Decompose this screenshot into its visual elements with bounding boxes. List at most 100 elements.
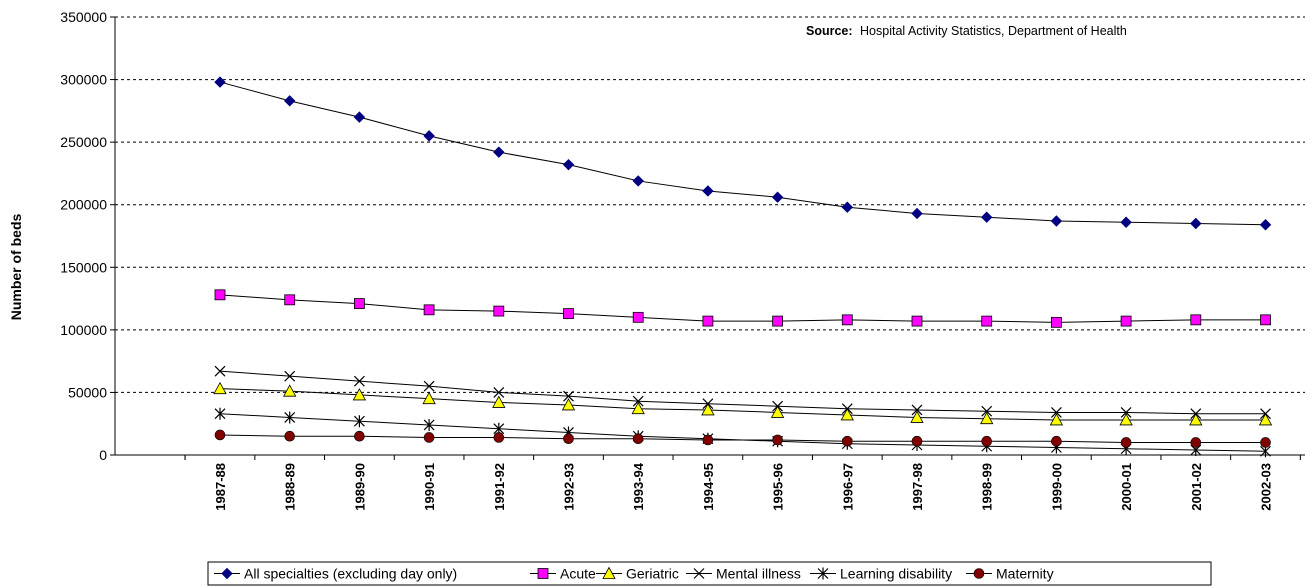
legend-item: Learning disability bbox=[810, 566, 952, 582]
data-point bbox=[423, 418, 435, 431]
data-point bbox=[1050, 215, 1063, 227]
legend-label: Learning disability bbox=[840, 566, 952, 582]
data-point bbox=[631, 401, 645, 415]
series-line bbox=[219, 370, 1266, 415]
x-tick-label: 1992-93 bbox=[562, 463, 577, 511]
data-point bbox=[817, 567, 829, 580]
data-point bbox=[353, 375, 365, 387]
x-tick-label: 2000-01 bbox=[1119, 463, 1134, 511]
data-point bbox=[221, 567, 233, 580]
series-line bbox=[219, 388, 1266, 421]
data-point bbox=[1050, 407, 1062, 418]
series-line bbox=[219, 81, 1266, 226]
data-point bbox=[492, 395, 506, 408]
x-tick-label: 1991-92 bbox=[492, 463, 507, 511]
data-point bbox=[1051, 316, 1062, 328]
series-4 bbox=[214, 407, 1271, 458]
data-point bbox=[563, 390, 574, 402]
data-point bbox=[214, 429, 226, 441]
y-tick-label: 350000 bbox=[60, 9, 107, 25]
series-2 bbox=[213, 381, 1273, 426]
legend-label: Maternity bbox=[996, 566, 1054, 582]
data-point bbox=[284, 294, 296, 306]
data-point bbox=[354, 430, 365, 442]
data-point bbox=[284, 370, 296, 382]
data-point bbox=[1260, 314, 1271, 326]
data-point bbox=[283, 95, 296, 107]
data-point bbox=[981, 435, 993, 447]
data-point bbox=[840, 408, 854, 421]
data-point bbox=[632, 175, 644, 187]
data-point bbox=[771, 191, 784, 203]
y-tick-label: 50000 bbox=[68, 384, 107, 400]
data-point bbox=[214, 76, 226, 88]
x-tick-label: 1993-94 bbox=[631, 462, 646, 510]
x-tick-label: 2001-02 bbox=[1189, 463, 1204, 511]
data-point bbox=[772, 315, 783, 327]
legend-label: Mental illness bbox=[716, 566, 801, 582]
series-5 bbox=[214, 429, 1271, 448]
data-point bbox=[284, 411, 296, 424]
data-point bbox=[841, 435, 853, 447]
series-line bbox=[219, 413, 1266, 452]
y-tick-labels: 0 50000 100000 150000 200000 250000 300000 3500… bbox=[60, 9, 107, 463]
data-point bbox=[423, 304, 435, 316]
data-point bbox=[1120, 437, 1132, 448]
source-label: Source: bbox=[806, 24, 853, 38]
data-point bbox=[1189, 413, 1203, 426]
data-point bbox=[911, 207, 923, 220]
legend-label: Geriatric bbox=[626, 566, 679, 582]
data-point bbox=[284, 430, 296, 442]
data-point bbox=[213, 381, 227, 395]
data-point bbox=[1259, 219, 1272, 231]
data-point bbox=[980, 211, 993, 223]
x-tick-label: 2002-03 bbox=[1259, 463, 1274, 511]
legend-item: All specialties (excluding day only) bbox=[214, 566, 457, 582]
data-point bbox=[1120, 216, 1132, 228]
data-point bbox=[493, 146, 505, 158]
x-tick-label: 1997-98 bbox=[910, 463, 925, 511]
series-line bbox=[219, 294, 1266, 323]
data-point bbox=[1190, 217, 1202, 230]
data-point bbox=[632, 311, 644, 323]
data-point bbox=[353, 298, 365, 309]
data-point bbox=[841, 403, 853, 415]
data-point bbox=[1049, 413, 1064, 426]
y-tick-label: 150000 bbox=[60, 259, 107, 275]
data-point bbox=[423, 432, 435, 443]
legend-item: Geriatric bbox=[596, 566, 679, 582]
data-point bbox=[1120, 407, 1132, 418]
data-point bbox=[772, 434, 783, 446]
data-point bbox=[702, 315, 714, 327]
gridlines bbox=[115, 16, 1305, 393]
data-point bbox=[702, 185, 714, 197]
y-tick-label: 200000 bbox=[60, 197, 107, 213]
legend-label: Acute bbox=[560, 566, 596, 582]
source-text: Hospital Activity Statistics, Department… bbox=[860, 24, 1127, 38]
axes bbox=[110, 16, 1305, 460]
data-point bbox=[1260, 437, 1271, 448]
x-tick-label: 1995-96 bbox=[771, 463, 786, 511]
data-point bbox=[701, 403, 715, 416]
data-point bbox=[1120, 315, 1132, 327]
data-point bbox=[352, 388, 367, 401]
data-point bbox=[602, 566, 616, 579]
data-point bbox=[423, 130, 435, 142]
data-point bbox=[841, 314, 853, 326]
data-point bbox=[537, 568, 549, 579]
data-point bbox=[423, 380, 435, 392]
data-point bbox=[353, 111, 366, 123]
data-point bbox=[1119, 413, 1133, 426]
data-point bbox=[910, 410, 924, 423]
x-tick-label: 1996-97 bbox=[840, 463, 855, 511]
data-point bbox=[693, 568, 705, 579]
x-tick-label: 1998-99 bbox=[980, 463, 995, 511]
data-point bbox=[911, 435, 923, 447]
y-tick-label: 300000 bbox=[60, 72, 107, 88]
data-point bbox=[561, 398, 576, 411]
data-point bbox=[1190, 314, 1202, 326]
y-tick-label: 250000 bbox=[60, 134, 107, 150]
y-axis-label: Number of beds bbox=[8, 214, 24, 321]
data-point bbox=[981, 315, 993, 327]
